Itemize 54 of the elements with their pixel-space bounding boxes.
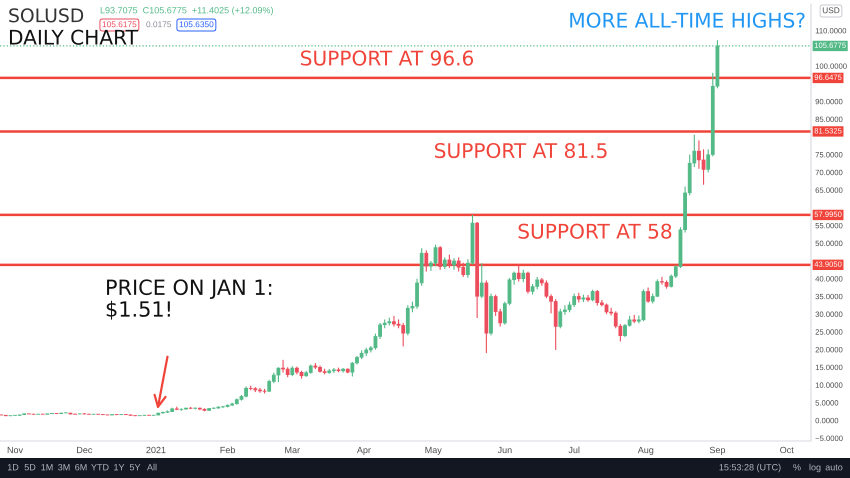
candlestick — [456, 256, 461, 272]
annotation: 0.0175 — [146, 21, 172, 28]
text: 5Y — [130, 464, 140, 470]
x-tick-label: Apr — [356, 446, 371, 455]
annotation: MORE ALL-TIME HIGHS? — [570, 12, 805, 28]
text: log — [810, 464, 820, 472]
x-tick-label: Mar — [285, 446, 300, 454]
x-tick-label: Dec — [77, 446, 92, 454]
x-tick-label: May — [425, 446, 442, 455]
chart-title: SOLUSD — [9, 8, 84, 22]
text: All — [147, 464, 156, 470]
candlestick — [646, 286, 650, 304]
candlestick — [452, 258, 456, 270]
candlestick — [290, 366, 294, 377]
annotation: SUPPORT AT 96.6 — [301, 50, 474, 66]
x-tick-label: Sep — [710, 446, 726, 455]
candlestick — [632, 314, 636, 324]
text: 1Y — [114, 464, 124, 470]
x-tick-label: Jul — [568, 446, 580, 454]
candlestick — [442, 256, 447, 270]
candlestick — [448, 254, 452, 269]
x-tick-label: Feb — [220, 446, 235, 454]
text: 3M — [58, 464, 70, 470]
text: 15:53:28 (UTC) — [720, 464, 781, 472]
text: % — [793, 464, 801, 470]
annotation: 105.6350 — [180, 21, 214, 28]
text: 6M — [75, 464, 87, 470]
candlestick — [267, 379, 272, 393]
x-tick-label: Nov — [8, 446, 24, 454]
candlestick — [438, 246, 442, 270]
annotation: SUPPORT AT 58 — [518, 224, 672, 239]
text: auto — [826, 464, 842, 470]
text: 5D — [24, 464, 36, 470]
candlestick — [521, 269, 526, 283]
candlestick — [526, 271, 530, 294]
candlestick — [516, 264, 521, 282]
x-tick-label: Jun — [498, 446, 512, 454]
text: 1M — [41, 464, 53, 470]
annotation: PRICE ON JAN 1: $1.51! — [106, 279, 272, 320]
annotation: SUPPORT AT 81.5 — [435, 142, 607, 158]
candlestick — [480, 262, 484, 299]
x-tick-label: 2021 — [146, 446, 166, 454]
annotation: L93.7075 C105.6775 +11.4025 (+12.09%) — [100, 6, 273, 16]
text: 1D — [8, 464, 18, 470]
candlestick — [655, 278, 660, 298]
candlestick — [576, 292, 581, 303]
text: USD — [822, 7, 840, 14]
x-tick-label: Oct — [780, 446, 794, 454]
candlestick — [590, 289, 595, 302]
candlestick — [424, 250, 428, 272]
x-tick-label: Aug — [638, 446, 654, 455]
text: DAILY CHART — [10, 30, 138, 45]
text: YTD — [91, 464, 109, 470]
annotation: 105.6175 — [102, 21, 136, 28]
